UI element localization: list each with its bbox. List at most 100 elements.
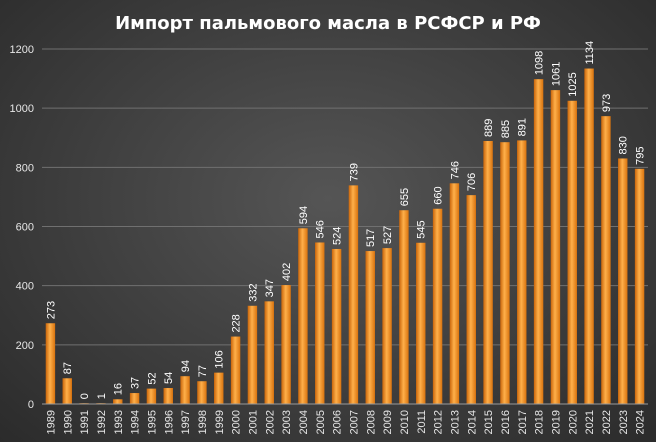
data-label: 1 xyxy=(96,393,108,399)
bar-2010 xyxy=(399,210,409,404)
x-tick-label: 2020 xyxy=(567,410,579,434)
data-label: 594 xyxy=(298,206,310,224)
bar-2011 xyxy=(416,242,426,404)
data-label: 37 xyxy=(130,377,142,389)
bar-1989 xyxy=(45,323,56,404)
bar-2024 xyxy=(634,168,645,404)
data-label: 524 xyxy=(332,227,344,245)
bar-2023 xyxy=(618,158,628,404)
y-tick-label: 400 xyxy=(16,281,34,293)
bar-2019 xyxy=(550,90,561,404)
bar-1995 xyxy=(146,388,157,404)
data-label: 739 xyxy=(348,163,360,181)
x-tick-label: 2007 xyxy=(348,410,360,434)
data-label: 16 xyxy=(113,383,125,395)
chart-title: Импорт пальмового масла в РСФСР и РФ xyxy=(115,13,541,34)
bar-2003 xyxy=(281,285,291,404)
data-label: 655 xyxy=(399,188,411,206)
bars xyxy=(45,68,645,405)
x-tick-label: 2005 xyxy=(315,410,327,434)
data-label: 402 xyxy=(281,263,293,281)
x-tick-label: 2017 xyxy=(517,410,529,434)
x-tick-label: 2011 xyxy=(416,410,428,434)
x-tick-label: 2014 xyxy=(466,410,478,434)
bar-2021 xyxy=(584,68,594,405)
y-tick-label: 1000 xyxy=(10,103,34,115)
y-tick-label: 0 xyxy=(28,399,34,411)
data-label: 527 xyxy=(382,226,394,244)
x-tick-label: 2023 xyxy=(618,410,630,434)
y-tick-label: 600 xyxy=(16,222,34,234)
bar-2016 xyxy=(500,142,510,404)
x-tick-label: 2004 xyxy=(298,410,310,434)
bar-2002 xyxy=(264,301,274,404)
x-tick-label: 2021 xyxy=(584,410,596,434)
data-label: 546 xyxy=(315,220,327,238)
x-tick-label: 2012 xyxy=(433,410,445,434)
x-tick-label: 1993 xyxy=(113,410,125,434)
y-tick-label: 200 xyxy=(16,340,34,352)
x-tick-label: 1998 xyxy=(197,410,209,434)
y-tick-label: 1200 xyxy=(10,44,34,56)
x-tick-label: 2001 xyxy=(247,410,259,434)
data-label: 1025 xyxy=(567,72,579,96)
data-label: 347 xyxy=(264,279,276,297)
data-label: 1098 xyxy=(534,51,546,75)
bar-2006 xyxy=(331,248,342,404)
x-tick-label: 2016 xyxy=(500,410,512,434)
bar-1993 xyxy=(113,399,123,404)
gridlines xyxy=(42,48,648,346)
bar-2020 xyxy=(567,100,577,404)
bar-1999 xyxy=(214,372,224,404)
x-tick-label: 2018 xyxy=(534,410,546,434)
data-label: 746 xyxy=(449,161,461,179)
x-tick-label: 2024 xyxy=(635,410,647,434)
bar-2007 xyxy=(348,185,359,404)
data-label: 77 xyxy=(197,365,209,377)
data-label: 830 xyxy=(618,136,630,154)
x-tick-label: 2013 xyxy=(449,410,461,434)
data-label: 885 xyxy=(500,120,512,138)
data-label: 706 xyxy=(466,173,478,191)
bar-2000 xyxy=(230,336,241,404)
x-tick-label: 2015 xyxy=(483,410,495,434)
x-tick-label: 1989 xyxy=(45,410,57,434)
bar-2015 xyxy=(483,141,493,405)
bar-2005 xyxy=(315,242,325,404)
bar-2022 xyxy=(601,116,611,404)
data-label: 891 xyxy=(517,118,529,136)
x-tick-label: 2002 xyxy=(264,410,276,434)
data-label: 545 xyxy=(416,220,428,238)
x-tick-label: 1992 xyxy=(96,410,108,434)
x-tick-label: 2009 xyxy=(382,410,394,434)
bar-2017 xyxy=(517,140,527,404)
data-label: 228 xyxy=(231,314,243,332)
data-label: 52 xyxy=(146,372,158,384)
x-tick-label: 1996 xyxy=(163,410,175,434)
x-tick-label: 2010 xyxy=(399,410,411,434)
x-tick-label: 1999 xyxy=(214,410,226,434)
y-axis-ticks: 0 200 400 600 800 1000 1200 xyxy=(10,44,34,411)
data-label: 660 xyxy=(433,186,445,204)
bar-2018 xyxy=(533,79,544,405)
x-tick-label: 1990 xyxy=(62,410,74,434)
data-label: 0 xyxy=(79,393,91,399)
bar-2009 xyxy=(382,248,392,404)
bar-1994 xyxy=(129,393,140,404)
data-label: 973 xyxy=(601,94,613,112)
data-label: 1061 xyxy=(550,62,562,86)
data-label: 94 xyxy=(180,360,192,372)
x-tick-label: 2019 xyxy=(550,410,562,434)
bar-2004 xyxy=(298,228,308,404)
x-tick-label: 2003 xyxy=(281,410,293,434)
data-label: 795 xyxy=(635,146,647,164)
bar-1997 xyxy=(180,376,190,404)
data-label: 332 xyxy=(247,283,259,301)
bar-2014 xyxy=(466,195,476,404)
data-label: 517 xyxy=(365,229,377,247)
data-label: 106 xyxy=(214,350,226,368)
bar-1990 xyxy=(62,378,72,404)
bar-2001 xyxy=(247,305,258,404)
bar-1996 xyxy=(163,388,173,404)
